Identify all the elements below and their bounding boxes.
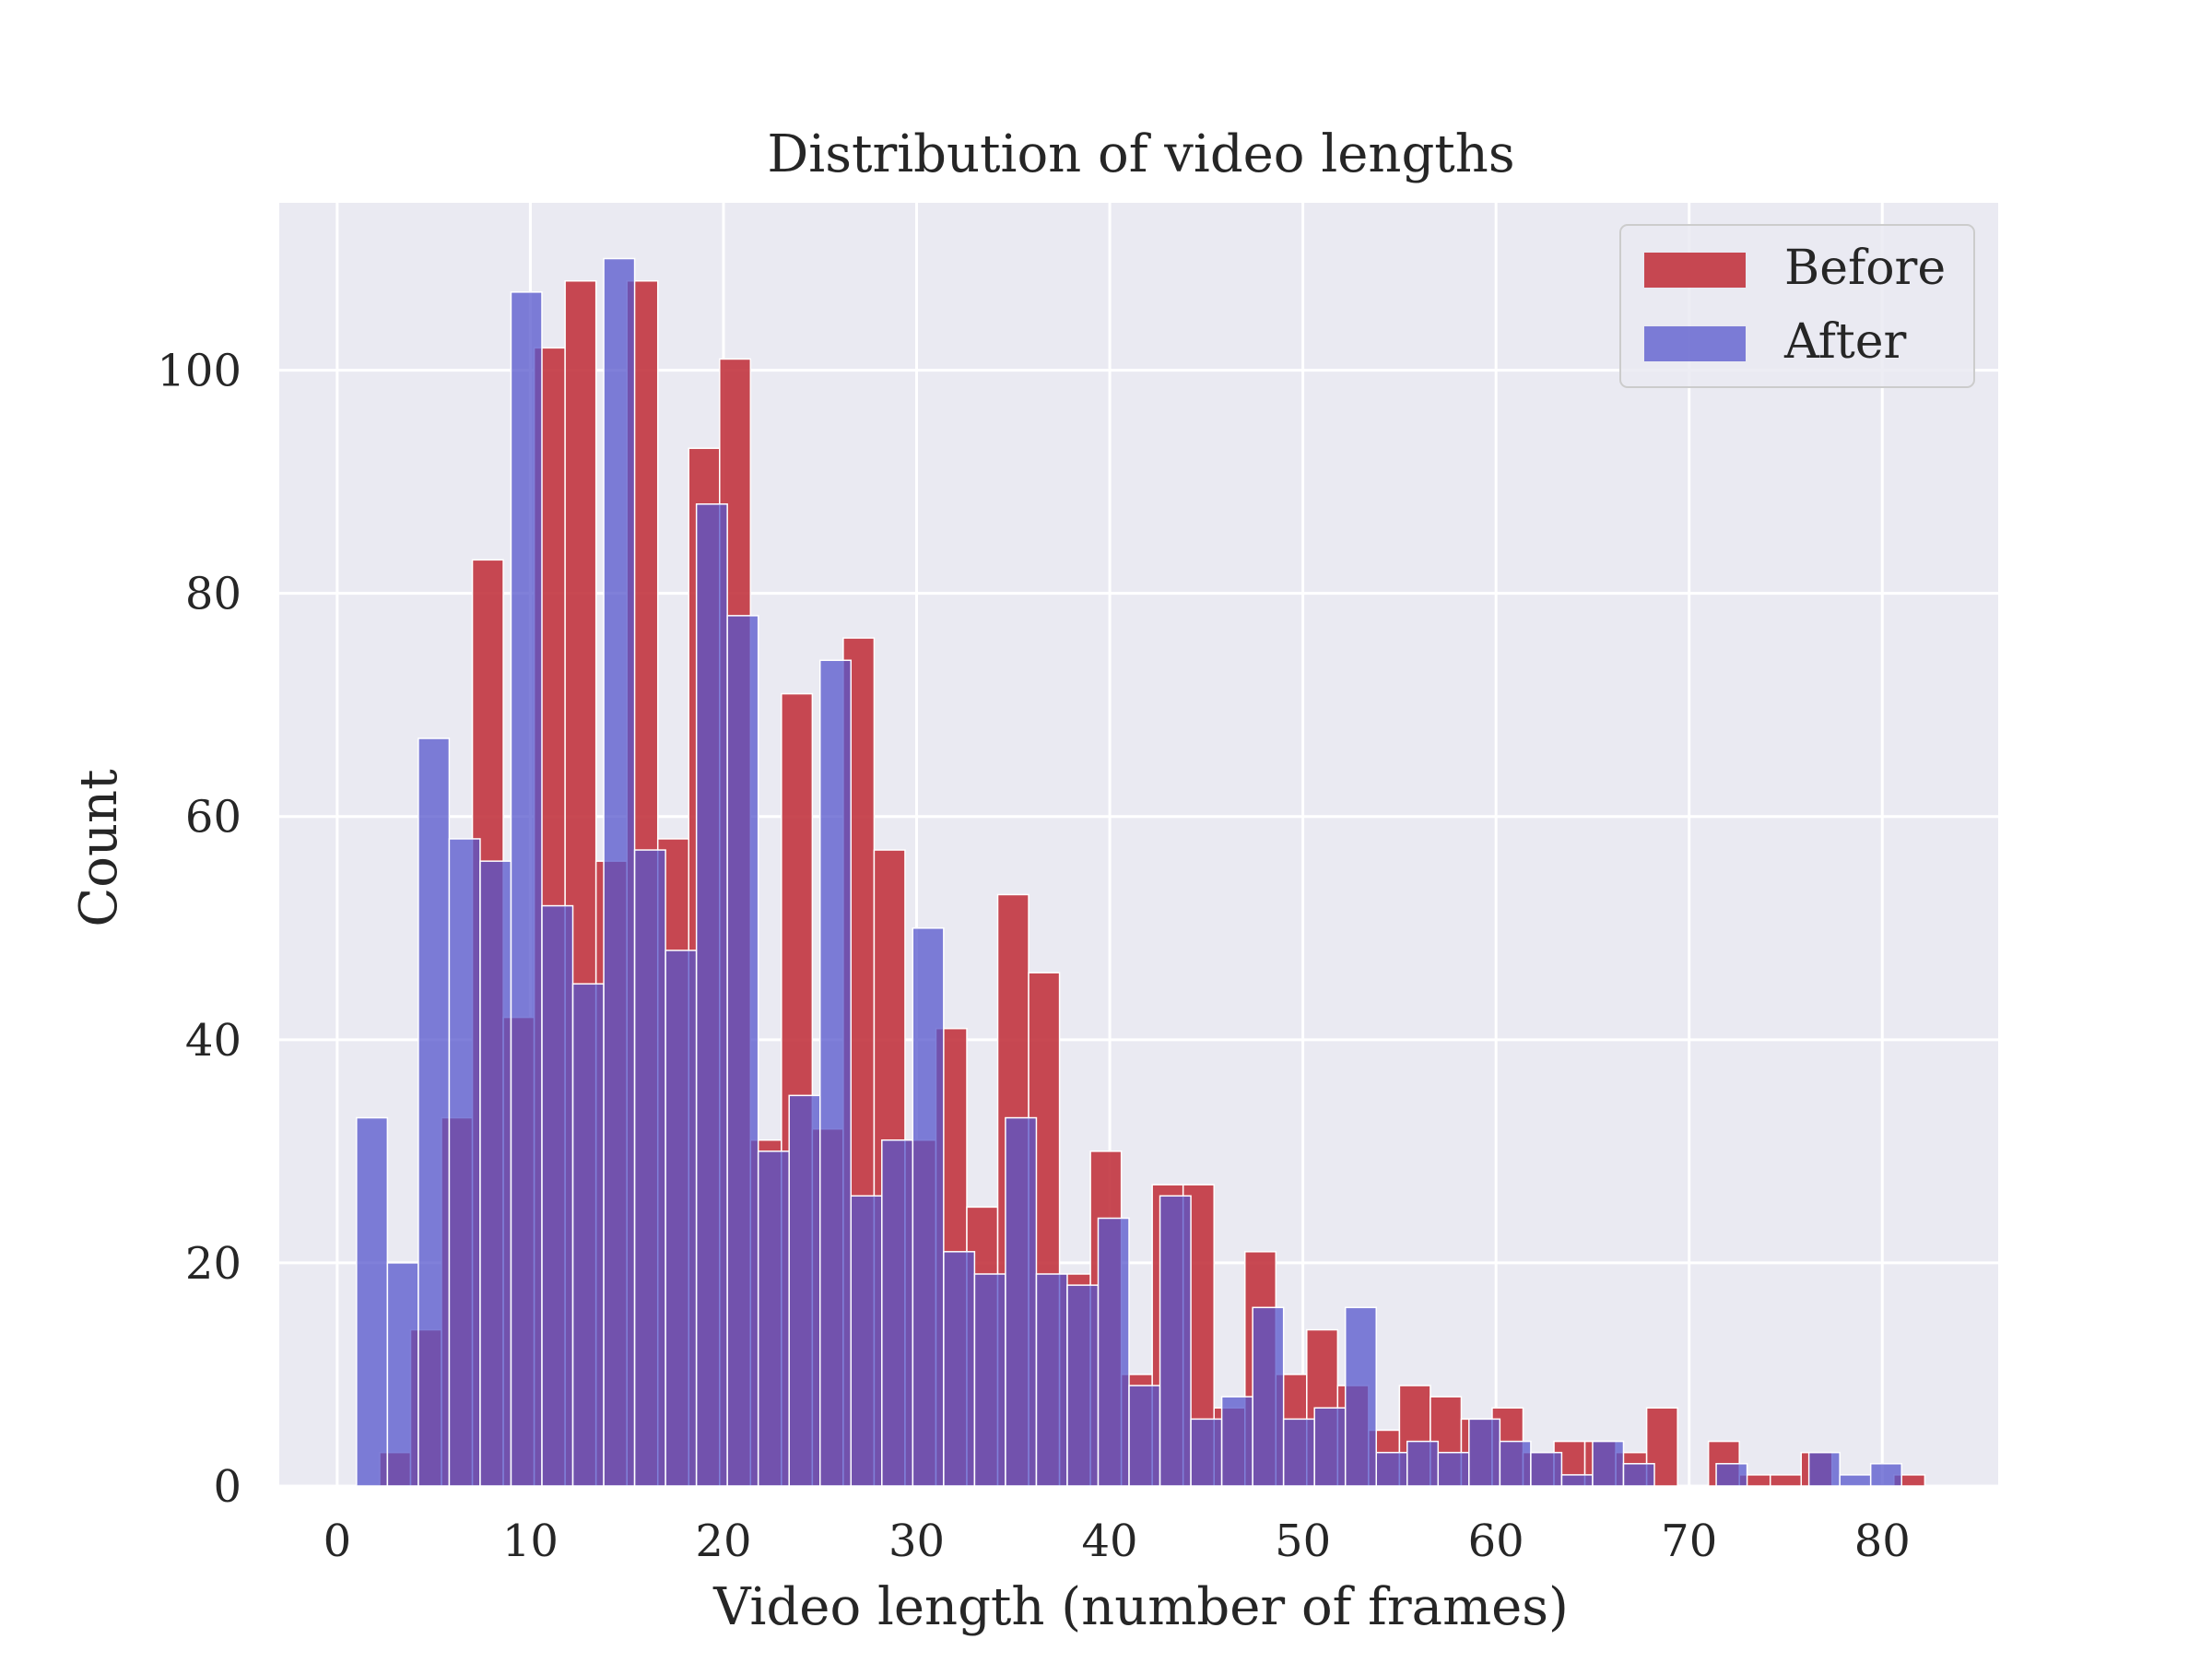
legend-label-after: After <box>1783 314 1907 370</box>
y-tick-label: 20 <box>185 1238 241 1290</box>
bar-after <box>1344 1306 1377 1487</box>
bar-after <box>571 983 605 1487</box>
bar-after <box>695 503 728 1487</box>
bar-after <box>1530 1451 1563 1487</box>
bar-after <box>1839 1474 1872 1487</box>
legend-label-before: Before <box>1784 241 1946 296</box>
y-tick-label: 100 <box>157 346 241 397</box>
x-tick-label: 70 <box>1661 1516 1717 1567</box>
chart-title: Distribution of video lengths <box>767 124 1514 184</box>
bar-after <box>726 615 759 1487</box>
bar-after <box>757 1150 790 1487</box>
y-tick-label: 80 <box>185 569 241 620</box>
bar-after <box>448 838 481 1487</box>
y-tick-label: 60 <box>185 792 241 843</box>
bar-after <box>1220 1396 1253 1487</box>
x-tick-label: 80 <box>1854 1516 1911 1567</box>
bar-after <box>1282 1418 1315 1487</box>
histogram-bars <box>356 257 1926 1487</box>
bar-after <box>1128 1385 1161 1487</box>
bar-after <box>1406 1440 1440 1487</box>
x-tick-label: 20 <box>695 1516 751 1567</box>
bar-after <box>633 849 666 1487</box>
bar-after <box>1592 1440 1625 1487</box>
x-tick-label: 40 <box>1082 1516 1138 1567</box>
bar-after <box>603 257 636 1487</box>
y-axis-label: Count <box>69 769 129 927</box>
bar-after <box>1313 1407 1347 1487</box>
x-axis-label: Video length (number of frames) <box>712 1577 1569 1637</box>
bar-after <box>1159 1195 1192 1487</box>
x-tick-label: 50 <box>1275 1516 1331 1567</box>
y-tick-label: 0 <box>213 1461 241 1513</box>
bar-after <box>1252 1306 1285 1487</box>
legend: Before After <box>1619 224 1975 388</box>
bar-after <box>356 1116 389 1487</box>
bar-after <box>1066 1284 1100 1487</box>
bar-after <box>1375 1451 1408 1487</box>
bar-after <box>1097 1217 1130 1487</box>
x-tick-label: 30 <box>888 1516 945 1567</box>
bar-after <box>1499 1440 1532 1487</box>
bar-after <box>510 291 543 1487</box>
bar-after <box>818 659 853 1487</box>
legend-swatch-before <box>1644 253 1746 288</box>
bar-after <box>418 737 451 1487</box>
bar-after <box>788 1094 821 1487</box>
bar-after <box>943 1251 976 1487</box>
bar-after <box>1190 1418 1223 1487</box>
bar-after <box>973 1273 1006 1487</box>
bar-after <box>850 1195 883 1487</box>
bar-after <box>1560 1474 1594 1487</box>
series-after <box>356 257 1902 1487</box>
bar-after <box>1869 1463 1902 1487</box>
bar-after <box>479 860 512 1487</box>
legend-swatch-after <box>1644 326 1746 361</box>
bar-after <box>665 949 698 1487</box>
bar-after <box>1468 1418 1501 1487</box>
bar-after <box>541 904 574 1487</box>
x-tick-label: 60 <box>1468 1516 1524 1567</box>
bar-after <box>386 1262 419 1487</box>
bar-after <box>1437 1451 1470 1487</box>
bar-after <box>1807 1451 1841 1487</box>
bar-after <box>912 927 945 1487</box>
tick-labels: 0 10 20 30 40 50 60 70 80 0 20 40 60 80 100 <box>157 346 1910 1567</box>
y-tick-label: 40 <box>185 1015 241 1067</box>
bar-after <box>1035 1273 1068 1487</box>
bar-after <box>1715 1463 1748 1487</box>
x-tick-label: 0 <box>324 1516 352 1567</box>
bar-after <box>1005 1116 1038 1487</box>
bar-after <box>1622 1463 1655 1487</box>
bar-after <box>881 1139 914 1487</box>
x-tick-label: 10 <box>502 1516 559 1567</box>
bar-before <box>1769 1474 1803 1487</box>
